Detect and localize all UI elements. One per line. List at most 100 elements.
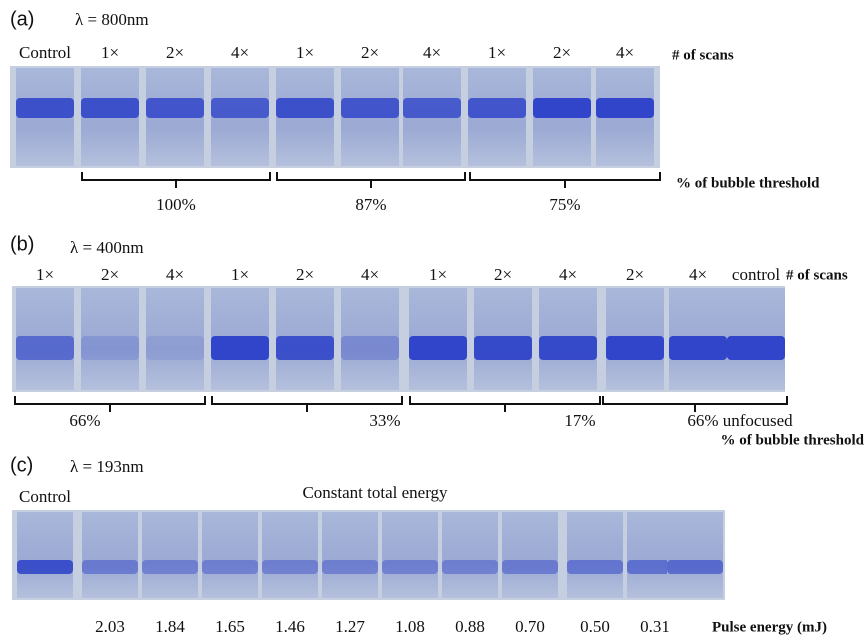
group-label: 75%	[549, 195, 580, 214]
band	[341, 98, 399, 118]
group-label: 17%	[564, 411, 595, 430]
lane-label: control	[732, 265, 780, 284]
bracket	[469, 172, 661, 188]
lane	[341, 288, 399, 390]
wavelength: λ = 400nm	[70, 238, 144, 257]
band	[667, 560, 723, 574]
band	[322, 560, 378, 574]
pulse-label: Pulse energy (mJ)	[712, 619, 827, 635]
lane-label: 4×	[166, 265, 184, 284]
lane-label: 4×	[689, 265, 707, 284]
band	[382, 560, 438, 574]
band	[409, 336, 467, 360]
band	[474, 336, 532, 360]
lane	[146, 288, 204, 390]
lane-label: 1×	[429, 265, 447, 284]
band	[211, 98, 269, 118]
lane	[442, 512, 498, 598]
threshold-label: % of bubble threshold	[676, 175, 820, 191]
band	[16, 336, 74, 360]
band	[403, 98, 461, 118]
band	[502, 560, 558, 574]
band	[81, 336, 139, 360]
lane-label: 2×	[626, 265, 644, 284]
lane	[81, 288, 139, 390]
lane-label: 2×	[166, 43, 184, 62]
band	[81, 98, 139, 118]
lane-label: 4×	[616, 43, 634, 62]
band	[539, 336, 597, 360]
bracket	[409, 396, 601, 412]
band	[262, 560, 318, 574]
caption: Constant total energy	[302, 483, 448, 502]
pulse-energy: 1.65	[215, 617, 245, 636]
group-label: 87%	[355, 195, 386, 214]
lane	[322, 512, 378, 598]
pulse-energy: 1.08	[395, 617, 425, 636]
group-label: 33%	[369, 411, 400, 430]
lane	[262, 512, 318, 598]
lane-label: Control	[19, 487, 71, 506]
lane	[667, 512, 723, 598]
band	[146, 336, 204, 360]
lane-label: 1×	[36, 265, 54, 284]
scans-label: # of scans	[672, 47, 734, 63]
band	[442, 560, 498, 574]
wavelength: λ = 800nm	[75, 10, 149, 29]
lane	[142, 512, 198, 598]
lane-label: 4×	[423, 43, 441, 62]
group-label: 100%	[156, 195, 196, 214]
pulse-energy: 2.03	[95, 617, 125, 636]
lane	[382, 512, 438, 598]
band	[606, 336, 664, 360]
band	[596, 98, 654, 118]
lane-label: 2×	[296, 265, 314, 284]
band	[82, 560, 138, 574]
group-label: 66%	[69, 411, 100, 430]
band	[727, 336, 785, 360]
band	[533, 98, 591, 118]
lane	[202, 512, 258, 598]
bracket	[81, 172, 271, 188]
panel-label: (a)	[10, 8, 34, 30]
band	[17, 560, 73, 574]
lane-label: 1×	[231, 265, 249, 284]
band	[16, 98, 74, 118]
wavelength: λ = 193nm	[70, 457, 144, 476]
band	[669, 336, 727, 360]
pulse-energy: 0.88	[455, 617, 485, 636]
band	[468, 98, 526, 118]
lane-label: Control	[19, 43, 71, 62]
lane	[82, 512, 138, 598]
band	[567, 560, 623, 574]
threshold-label: % of bubble threshold	[720, 432, 864, 448]
bracket	[276, 172, 466, 188]
lane-label: 4×	[361, 265, 379, 284]
group-label: 66% unfocused	[687, 411, 793, 430]
band	[276, 336, 334, 360]
pulse-energy: 1.46	[275, 617, 305, 636]
band	[146, 98, 204, 118]
pulse-energy: 1.84	[155, 617, 185, 636]
bracket	[211, 396, 403, 412]
lane-label: 4×	[231, 43, 249, 62]
lane-label: 4×	[559, 265, 577, 284]
lane	[17, 512, 73, 598]
scans-label: # of scans	[786, 267, 848, 283]
lane-label: 2×	[101, 265, 119, 284]
pulse-energy: 0.70	[515, 617, 545, 636]
band	[142, 560, 198, 574]
band	[341, 336, 399, 360]
panel-label: (b)	[10, 233, 34, 255]
lane-label: 2×	[361, 43, 379, 62]
lane-label: 1×	[296, 43, 314, 62]
bracket	[14, 396, 206, 412]
pulse-energy: 0.50	[580, 617, 610, 636]
lane-label: 2×	[553, 43, 571, 62]
pulse-energy: 1.27	[335, 617, 365, 636]
lane	[502, 512, 558, 598]
lane-label: 1×	[101, 43, 119, 62]
lane-label: 2×	[494, 265, 512, 284]
pulse-energy: 0.31	[640, 617, 670, 636]
